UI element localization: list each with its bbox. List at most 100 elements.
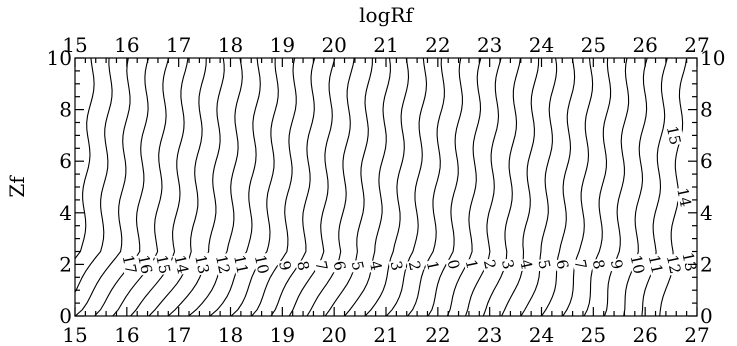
contour-line xyxy=(623,58,648,316)
y-tick-label-left: 2 xyxy=(59,252,72,276)
contour-label: 4 xyxy=(516,257,536,272)
x-tick-label-bottom: 25 xyxy=(581,323,606,346)
x-tick-label-top: 23 xyxy=(477,33,502,57)
contour-line xyxy=(446,58,482,316)
contour-label-text: 14 xyxy=(170,253,192,275)
contour-line xyxy=(562,58,594,316)
contour-label: 9 xyxy=(607,257,627,272)
contour-line xyxy=(251,58,297,316)
contour-label: 0 xyxy=(444,257,464,272)
contour-label-text: 8 xyxy=(293,259,313,272)
contour-label: 12 xyxy=(212,252,234,276)
contour-line xyxy=(464,58,502,316)
x-tick-label-bottom: 21 xyxy=(373,323,398,346)
contour-label: 13 xyxy=(678,250,701,274)
contour-label-text: 14 xyxy=(673,186,695,208)
x-tick-label-top: 21 xyxy=(373,33,398,57)
contour-label-text: 16 xyxy=(134,253,156,275)
x-tick-label-top: 16 xyxy=(114,33,139,57)
contour-line xyxy=(75,58,113,294)
contour-label: 7 xyxy=(311,258,332,273)
contour-label: 2 xyxy=(405,258,425,273)
y-tick-label-left: 6 xyxy=(59,149,72,173)
contour-label-text: 7 xyxy=(571,258,591,271)
contour-label: 11 xyxy=(230,252,252,276)
y-tick-label-right: 0 xyxy=(700,304,713,328)
y-tick-label-right: 4 xyxy=(700,201,713,225)
x-tick-label-bottom: 16 xyxy=(114,323,139,346)
contour-label: 3 xyxy=(387,258,407,273)
x-tick-label-bottom: 19 xyxy=(270,323,295,346)
contour-line xyxy=(230,58,279,316)
contour-line xyxy=(130,58,189,316)
x-tick-label-top: 15 xyxy=(62,33,87,57)
contour-label-text: 4 xyxy=(366,259,386,272)
x-tick-label-top: 20 xyxy=(321,33,346,57)
x-axis-title: logRf xyxy=(359,3,414,27)
x-tick-label-bottom: 22 xyxy=(425,323,450,346)
contour-label-text: 2 xyxy=(480,258,500,271)
contour-label: 9 xyxy=(275,258,295,273)
contour-label: 16 xyxy=(134,252,156,276)
contour-line xyxy=(385,58,428,316)
contour-label: 12 xyxy=(663,252,685,276)
contour-line xyxy=(75,58,95,260)
contour-label-text: 11 xyxy=(645,253,667,275)
contour-label: 1 xyxy=(462,257,482,272)
contour-label-text: 4 xyxy=(516,258,536,271)
contour-label-text: 9 xyxy=(275,259,295,272)
contour-label: 14 xyxy=(673,185,695,209)
contour-label: 6 xyxy=(330,258,350,273)
y-tick-label-left: 10 xyxy=(47,46,72,70)
x-tick-label-bottom: 26 xyxy=(632,323,657,346)
contour-label-text: 9 xyxy=(607,258,627,271)
contour-line xyxy=(482,58,521,316)
contour-label-text: 3 xyxy=(387,259,407,272)
contour-label: 2 xyxy=(480,257,500,272)
y-tick-label-left: 4 xyxy=(59,201,72,225)
y-tick-label-left: 0 xyxy=(59,304,72,328)
x-tick-label-top: 27 xyxy=(684,33,709,57)
x-tick-label-top: 25 xyxy=(581,33,606,57)
contour-label-text: 10 xyxy=(251,253,273,275)
contour-label: 15 xyxy=(152,252,174,276)
x-tick-label-top: 22 xyxy=(425,33,450,57)
x-tick-label-top: 24 xyxy=(529,33,554,57)
contour-label-text: 15 xyxy=(152,253,174,275)
x-tick-label-bottom: 20 xyxy=(321,323,346,346)
contour-line xyxy=(324,58,373,316)
contour-label-text: 2 xyxy=(405,259,425,272)
contour-line xyxy=(501,58,540,316)
y-tick-label-right: 2 xyxy=(700,252,713,276)
contour-label-text: 6 xyxy=(552,258,572,271)
contour-line xyxy=(270,58,316,316)
contour-line xyxy=(583,58,612,316)
x-tick-label-top: 17 xyxy=(166,33,191,57)
contour-label: 6 xyxy=(552,257,573,272)
contour-label-text: 7 xyxy=(311,259,331,272)
contour-line xyxy=(407,58,445,316)
contour-line xyxy=(94,58,150,316)
contour-label: 10 xyxy=(251,252,273,276)
contour-label: 3 xyxy=(498,257,518,272)
contour-line xyxy=(344,58,391,316)
y-tick-label-left: 8 xyxy=(59,98,72,122)
plot-frame xyxy=(74,57,698,317)
y-tick-label-right: 6 xyxy=(700,149,713,173)
tick-marks xyxy=(74,57,698,317)
contour-label-text: 11 xyxy=(230,253,252,275)
contour-line xyxy=(541,58,576,316)
y-axis-title: Zf xyxy=(5,175,29,198)
x-tick-label-bottom: 27 xyxy=(684,323,709,346)
contour-label-text: 1 xyxy=(423,259,443,272)
contour-label-text: 3 xyxy=(498,258,518,271)
contour-label-text: 5 xyxy=(534,258,554,271)
contour-label-text: 10 xyxy=(627,253,649,275)
contour-label: 10 xyxy=(627,252,649,276)
contour-label: 14 xyxy=(170,252,193,276)
x-tick-label-top: 26 xyxy=(632,33,657,57)
contour-line xyxy=(603,58,630,316)
contour-line xyxy=(75,58,131,316)
